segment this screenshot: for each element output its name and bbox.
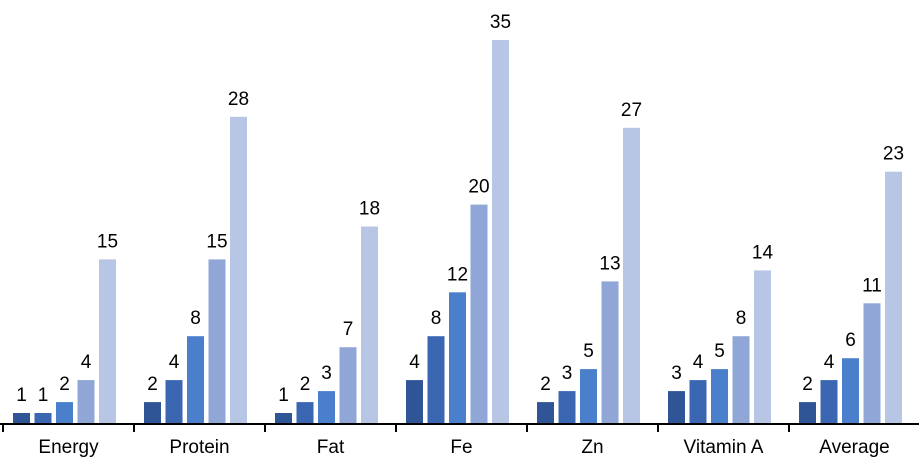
bar xyxy=(842,358,859,424)
bar-value-label: 3 xyxy=(321,363,332,384)
bar-value-label: 11 xyxy=(862,275,882,296)
bar xyxy=(668,391,685,424)
bar xyxy=(885,171,902,424)
bar xyxy=(601,281,619,424)
category-labels-layer: Energy Protein Fat Fe Zn Vitamin A Average xyxy=(38,437,889,458)
bar xyxy=(208,259,226,424)
category-label: Vitamin A xyxy=(684,437,764,458)
bar-value-label: 3 xyxy=(562,363,573,384)
bar xyxy=(187,336,204,424)
bar-value-label: 4 xyxy=(409,352,420,373)
x-axis xyxy=(0,423,919,432)
bar xyxy=(275,413,292,424)
bar-value-label: 2 xyxy=(59,374,70,395)
bar-value-label: 23 xyxy=(883,144,904,165)
bar xyxy=(558,391,576,424)
bar xyxy=(470,204,488,424)
bar-value-label: 1 xyxy=(16,385,27,406)
bar-value-label: 5 xyxy=(583,341,594,362)
bar-value-label: 5 xyxy=(714,341,725,362)
bar-value-label: 3 xyxy=(671,363,682,384)
category-label: Energy xyxy=(38,437,99,458)
bar-value-label: 18 xyxy=(359,199,380,220)
bars-layer xyxy=(13,40,902,425)
bar-value-label: 35 xyxy=(490,12,511,33)
bar-value-label: 4 xyxy=(693,352,704,373)
bar-value-label: 15 xyxy=(206,231,227,252)
bar-value-label: 8 xyxy=(736,308,747,329)
bar xyxy=(427,336,445,424)
bar xyxy=(13,413,30,424)
bar xyxy=(537,402,554,424)
bar-value-label: 2 xyxy=(300,374,311,395)
bar xyxy=(77,380,95,424)
bar-value-label: 12 xyxy=(447,264,468,285)
bar-value-label: 4 xyxy=(169,352,180,373)
bar xyxy=(230,116,247,425)
bar xyxy=(34,413,52,424)
bar-value-label: 6 xyxy=(845,330,856,351)
bar-value-label: 2 xyxy=(540,374,551,395)
bar-value-label: 8 xyxy=(431,308,442,329)
bar xyxy=(711,369,728,424)
bar xyxy=(56,402,73,424)
bar-value-label: 27 xyxy=(621,100,642,121)
bar xyxy=(449,292,466,424)
bar-value-label: 1 xyxy=(38,385,49,406)
bar xyxy=(580,369,597,424)
bar xyxy=(361,226,378,424)
bar xyxy=(144,402,161,424)
bar-value-label: 2 xyxy=(147,374,158,395)
category-label: Average xyxy=(819,437,889,458)
bar-value-label: 28 xyxy=(228,89,249,110)
category-label: Protein xyxy=(169,437,229,458)
bar-value-label: 20 xyxy=(468,177,489,198)
bar xyxy=(318,391,335,424)
bar xyxy=(406,380,423,424)
bar-value-label: 1 xyxy=(278,385,289,406)
bar xyxy=(863,303,881,424)
bar-value-label: 4 xyxy=(824,352,835,373)
bar-value-label: 13 xyxy=(599,253,620,274)
bar xyxy=(492,40,509,424)
bar-value-label: 2 xyxy=(802,374,813,395)
bar-value-label: 4 xyxy=(81,352,92,373)
bar-value-label: 15 xyxy=(97,231,118,252)
bar-value-label: 7 xyxy=(343,319,354,340)
category-label: Fat xyxy=(317,437,345,458)
bar xyxy=(99,259,116,424)
bar xyxy=(820,380,838,424)
bar-value-label: 8 xyxy=(190,308,201,329)
category-label: Zn xyxy=(581,437,603,458)
bar xyxy=(623,127,640,425)
bar xyxy=(165,380,183,424)
bar xyxy=(689,380,707,424)
bar xyxy=(732,336,750,424)
value-labels-layer: 1 124152481528123718481220352351327345814… xyxy=(16,12,904,406)
bar xyxy=(799,402,816,424)
bar xyxy=(754,270,771,424)
category-label: Fe xyxy=(450,437,472,458)
bar-value-label: 14 xyxy=(752,242,774,263)
bar xyxy=(339,347,357,424)
bar xyxy=(296,402,314,424)
